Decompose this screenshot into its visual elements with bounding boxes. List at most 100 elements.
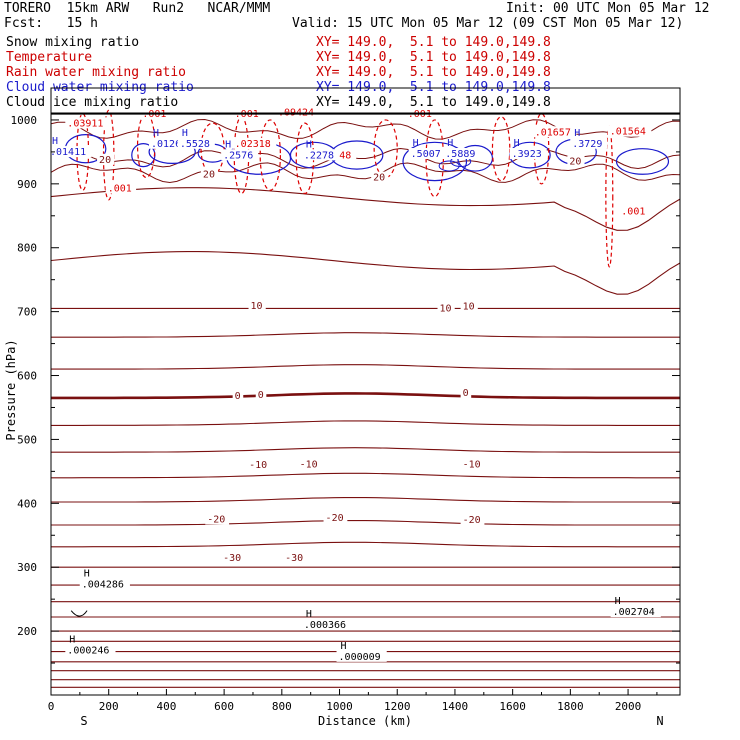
isotherm-label-bg (460, 514, 485, 526)
snow-max-label-bg (79, 578, 130, 590)
cloud-water-label-bg (408, 148, 446, 160)
rain-label: .01657 (535, 127, 571, 138)
isotherm-label: 10 (463, 302, 475, 313)
snow-max-label: .000366 (304, 620, 346, 631)
rain-contour (373, 119, 398, 179)
isotherm-line (51, 497, 680, 503)
isotherm-line (50, 118, 681, 140)
snow-max-label: .000246 (67, 645, 109, 656)
cloud-water-label: .2278 (304, 150, 334, 161)
snow-max-label: .004286 (82, 580, 124, 591)
rain-label-bg (232, 137, 277, 149)
cloud-water-label-max-marker: H (447, 138, 453, 149)
cloud-water-label: .2576 (223, 150, 253, 161)
isotherm-line (51, 541, 680, 548)
legend-snow-xs: XY= 149.0, 5.1 to 149.0,149.8 (316, 35, 551, 50)
isotherm-line (51, 520, 680, 526)
x-tick-label: 1600 (499, 700, 526, 713)
model-resolution: 15km ARW (66, 1, 130, 16)
isotherm-label: -20 (463, 515, 481, 526)
isotherm-label-bg (205, 513, 230, 525)
legend-snow: Snow mixing ratio (6, 35, 140, 50)
snow-contour (70, 610, 88, 617)
legend-cloud-ice-xs: XY= 149.0, 5.1 to 149.0,149.8 (316, 95, 551, 110)
cloud-water-label-bg (221, 149, 259, 161)
isotherm-label: 20 (99, 155, 111, 166)
isotherm-label-bg (97, 153, 115, 165)
rain-label: .02318 (235, 139, 271, 150)
cloud-water-label: .5889 (445, 149, 475, 160)
isotherm-label-bg (247, 459, 271, 471)
snow-max-label-max-marker: H (615, 596, 621, 607)
cloud-water-label: .01411 (50, 147, 86, 158)
isotherm-label: 20 (203, 169, 215, 180)
x-tick-label: 800 (272, 700, 292, 713)
isotherm-label: -10 (249, 460, 267, 471)
isotherm-line (50, 251, 681, 295)
snow-max-label-max-marker: H (306, 609, 312, 620)
isotherm-label-bg (255, 388, 267, 400)
cloud-water-label-max-marker: H (514, 138, 520, 149)
snow-max-label-max-marker: H (341, 641, 347, 652)
init-time: Init: 00 UTC Mon 05 Mar 12 (506, 1, 710, 16)
valid-time: Valid: 15 UTC Mon 05 Mar 12 (09 CST Mon … (292, 16, 684, 31)
isotherm-label: -10 (463, 460, 481, 471)
contour-labels: -30 -30 -20 -20 -20 -10 -10 -10 0 0 0 10 10 10 20 20 20 2… (48, 106, 661, 663)
isotherm-label-bg (221, 551, 245, 563)
cloud-water-label-bg (301, 149, 339, 161)
y-tick-label: 900 (17, 178, 37, 191)
y-tick-label: 700 (17, 306, 37, 319)
rain-label: .01564 (610, 127, 646, 138)
cloud-water-label-max-marker: H (182, 128, 188, 139)
snow-max-label-max-marker: H (69, 634, 75, 645)
organization: NCAR/MMM (207, 1, 271, 16)
x-tick-label: 1000 (326, 700, 353, 713)
isotherm-label-bg (200, 168, 219, 180)
cloud-water-label-max-marker: H (574, 128, 580, 139)
cloud-water-label: .3729 (572, 139, 602, 150)
isotherm-label-bg (248, 300, 266, 312)
rain-contour (259, 119, 281, 191)
legend-rain-xs: XY= 149.0, 5.1 to 149.0,149.8 (316, 65, 551, 80)
y-tick-label: 400 (17, 497, 37, 510)
cloud-water-contour (615, 148, 670, 175)
rain-label-bg (619, 205, 650, 217)
isotherm-line (51, 420, 680, 426)
isotherm-label: 10 (251, 301, 263, 312)
isotherm-label-bg (460, 458, 485, 470)
x-tick-label: 2000 (615, 700, 642, 713)
isotherm-label: -30 (223, 553, 241, 564)
rain-label: .001 (108, 184, 132, 195)
legend-cloud-ice: Cloud ice mixing ratio (6, 95, 179, 110)
snow-max-label-bg (336, 650, 387, 662)
cloud-water-label-max-marker: H (153, 128, 159, 139)
x-tick-label: 600 (214, 700, 234, 713)
cloud-water-label-bg (443, 148, 481, 160)
model-name: TORERO (4, 1, 51, 16)
snow-max-label: .000009 (339, 652, 381, 663)
isotherm-label-bg (283, 551, 307, 563)
rain-contours (70, 109, 614, 617)
cloud-water-label-bg (509, 148, 547, 160)
isotherm-label: 20 (569, 157, 581, 168)
snow-max-label-bg (65, 644, 116, 656)
rain-label-bg (105, 182, 137, 194)
isotherm-label-bg (567, 155, 585, 167)
fcst-value: 15 h (66, 16, 98, 31)
run-name: Run2 (152, 1, 185, 16)
legend-rain: Rain water mixing ratio (6, 65, 187, 80)
x-axis-title: Distance (km) (318, 714, 412, 728)
plot-frame (50, 87, 681, 696)
isotherm-line (50, 147, 681, 170)
cloud-water-label-bg (148, 137, 193, 149)
y-tick-label: 600 (17, 370, 37, 383)
snow-max-label-bg (610, 606, 661, 618)
isotherm-line (51, 472, 680, 479)
x-tick-label: 0 (48, 700, 55, 713)
cloud-water-label-bg (570, 137, 608, 149)
rain-label: .03911 (67, 118, 103, 129)
isotherm-label-bg (232, 390, 244, 402)
rain-label-bg (275, 106, 320, 118)
